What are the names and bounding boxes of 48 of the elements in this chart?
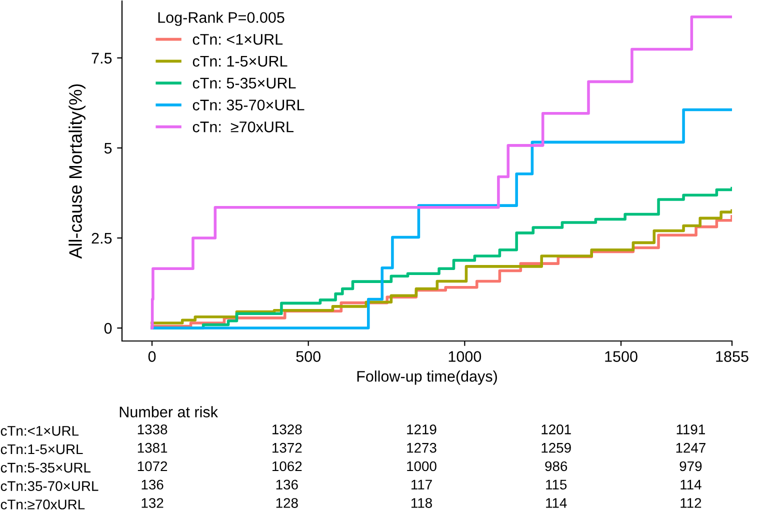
y-tick-label: 7.5: [92, 52, 112, 64]
data-label: 979: [680, 461, 702, 472]
y-tick-label: 5: [104, 142, 112, 154]
data-label: 117: [411, 480, 432, 490]
data-label: 132: [142, 498, 164, 508]
x-tick-label: 500: [296, 351, 320, 362]
data-label: 114: [680, 480, 702, 490]
y-tick-label: cTn:5-35×URL: [0, 462, 91, 473]
legend-label: cTn: <1×URL: [192, 34, 283, 45]
data-label: 1201: [542, 424, 571, 434]
legend-label: cTn: ≥70xURL: [192, 122, 294, 132]
y-tick-label: cTn:35-70×URL: [0, 481, 98, 491]
data-label: 1273: [407, 442, 436, 453]
data-label: 1072: [138, 461, 168, 472]
data-label: 114: [546, 498, 567, 508]
legend-label: cTn: 35-70×URL: [192, 100, 304, 110]
data-label: 1328: [272, 424, 302, 434]
x-tick-label: 1000: [448, 351, 482, 362]
data-label: 1338: [138, 424, 168, 434]
data-label: 986: [545, 461, 568, 472]
data-label: 136: [276, 480, 298, 490]
x-axis-title: Follow-up time(days): [357, 370, 497, 385]
y-tick-label: cTn:≥70xURL: [0, 500, 85, 510]
y-tick-label: 2.5: [92, 232, 112, 244]
x-tick-label: 0: [148, 351, 156, 362]
data-label: 1191: [676, 424, 705, 434]
data-label: 112: [680, 498, 702, 508]
y-tick-label: cTn:<1×URL: [0, 426, 79, 436]
data-label: 115: [546, 480, 567, 490]
y-axis-title: All-cause Mortality(%): [68, 84, 86, 259]
data-label: 1247: [676, 442, 706, 453]
data-label: 1259: [542, 442, 571, 453]
legend-title: Log-Rank P=0.005: [158, 12, 284, 26]
data-label: 1372: [272, 442, 302, 453]
chart-title: Number at risk: [120, 406, 218, 418]
data-label: 1062: [272, 461, 302, 472]
legend-label: cTn: 1-5×URL: [192, 56, 288, 67]
data-label: 1219: [407, 424, 436, 434]
data-label: 136: [142, 480, 164, 490]
y-tick-label: 0: [104, 322, 112, 334]
data-label: 118: [411, 498, 432, 508]
y-tick-label: cTn:1-5×URL: [0, 444, 83, 454]
data-label: 1000: [407, 461, 436, 472]
data-label: 128: [276, 498, 298, 508]
legend-label: cTn: 5-35×URL: [192, 78, 296, 89]
x-tick-label: 1500: [605, 351, 638, 362]
x-tick-label: 1855: [716, 351, 748, 362]
data-label: 1381: [138, 442, 168, 453]
